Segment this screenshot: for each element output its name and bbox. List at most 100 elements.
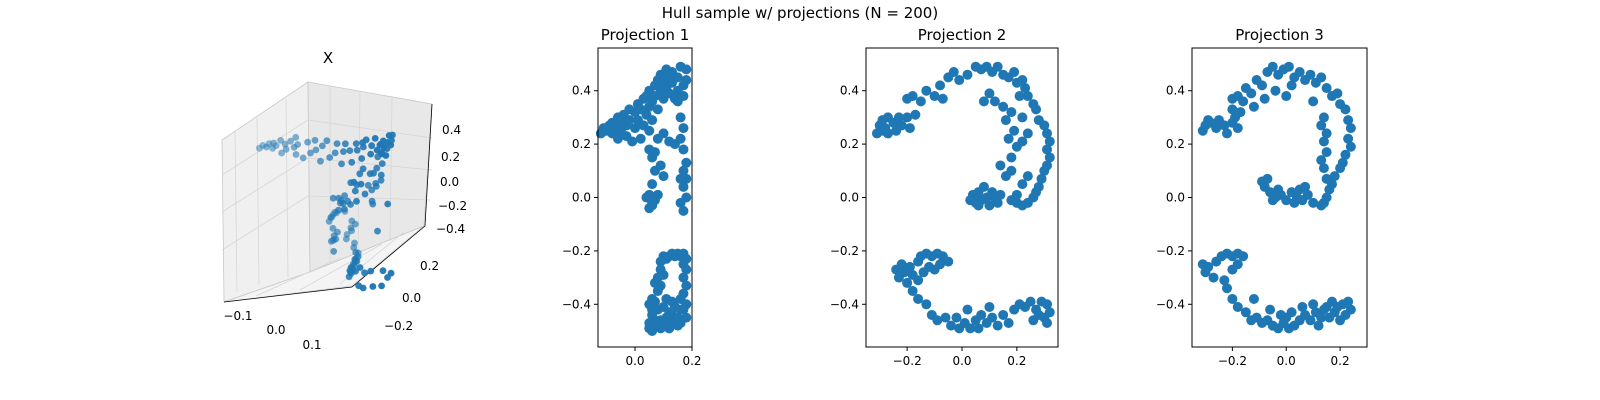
data-point	[331, 149, 339, 157]
data-point	[987, 312, 998, 323]
y-tick-label: 0.4	[840, 84, 859, 98]
data-point	[347, 264, 355, 271]
data-point	[337, 197, 345, 205]
data-point	[1000, 171, 1011, 182]
data-point	[946, 320, 957, 331]
data-point	[992, 197, 1003, 208]
data-point	[317, 157, 324, 165]
data-point	[369, 283, 377, 290]
data-point	[1257, 80, 1267, 91]
data-point	[1248, 293, 1259, 304]
data-point	[347, 201, 354, 208]
data-point	[896, 120, 907, 131]
data-point	[1028, 315, 1039, 326]
x-tick-label: 0.2	[1331, 354, 1350, 368]
data-point	[1343, 115, 1354, 126]
data-point	[323, 137, 331, 145]
data-point	[367, 267, 375, 275]
data-point	[664, 307, 675, 318]
data-point	[1294, 67, 1305, 78]
data-point	[681, 75, 692, 86]
data-point	[1039, 120, 1050, 131]
y-axis-line	[351, 225, 426, 288]
grid-line	[285, 98, 289, 278]
data-point	[893, 112, 904, 123]
data-point	[304, 138, 312, 146]
data-point	[1297, 301, 1308, 312]
data-point	[921, 299, 932, 310]
data-point	[299, 154, 307, 162]
x-tick-label: −0.2	[1218, 354, 1247, 368]
data-point	[1000, 115, 1011, 126]
data-point	[384, 200, 392, 208]
data-point	[918, 267, 929, 278]
data-point	[1305, 315, 1316, 326]
data-point	[965, 195, 976, 206]
data-point	[681, 280, 692, 291]
data-point	[1009, 125, 1020, 136]
data-point	[1345, 123, 1356, 134]
data-point	[940, 312, 951, 323]
data-point	[998, 309, 1009, 320]
data-point	[992, 61, 1003, 72]
y-tick-label: 0.0	[402, 291, 421, 305]
data-point	[1267, 195, 1278, 206]
data-point	[1259, 93, 1270, 104]
grid-line	[389, 96, 393, 242]
data-point	[984, 301, 995, 312]
projection-3-panel: Projection 3 −0.2 0.0 0.2 −0.4 −0.2 0.0 0.2 0.4	[1156, 26, 1368, 368]
data-point	[340, 148, 347, 156]
figure-title: Hull sample w/ projections (N = 200)	[661, 4, 939, 22]
data-point	[359, 143, 367, 151]
data-point	[910, 109, 921, 120]
y-tick-label: 0.0	[840, 191, 859, 205]
data-point	[1227, 293, 1238, 304]
data-point	[362, 136, 370, 144]
data-point	[954, 75, 965, 86]
y-tick-label: 0.2	[572, 137, 591, 151]
data-point	[1281, 91, 1292, 102]
data-point	[644, 125, 655, 136]
data-point	[1232, 301, 1243, 312]
x-tick-label: 0.0	[1277, 354, 1296, 368]
data-point	[1042, 299, 1053, 310]
data-point	[1262, 173, 1273, 184]
data-point	[378, 160, 386, 168]
data-point	[1265, 304, 1276, 315]
y-tick-label: −0.2	[1156, 244, 1185, 258]
data-point	[624, 115, 635, 126]
data-point	[647, 152, 658, 163]
data-point	[1227, 104, 1238, 115]
data-point	[347, 179, 355, 187]
data-point	[348, 227, 355, 235]
data-point	[678, 272, 689, 283]
y-tick-label: −0.2	[562, 244, 591, 258]
data-point	[935, 80, 946, 91]
data-point	[379, 267, 387, 275]
data-point	[1286, 187, 1297, 198]
grid-line	[307, 195, 431, 201]
data-point	[630, 123, 641, 134]
data-point	[647, 325, 658, 336]
projection-3-title: Projection 3	[1235, 26, 1323, 44]
data-point	[352, 267, 359, 275]
data-point	[333, 140, 341, 148]
data-point	[318, 142, 326, 150]
data-point	[376, 141, 384, 149]
data-point	[352, 140, 360, 148]
z-axis-line	[424, 103, 433, 227]
data-point	[1238, 251, 1249, 262]
data-point	[678, 144, 689, 155]
data-point	[329, 224, 337, 232]
data-point	[1042, 128, 1053, 139]
panel-3d: X −0.1 0.0 0.1 −0.2 0.0 0.2 −0.4 −0.2 0.0 0.2 0.4	[221, 49, 467, 352]
data-point	[255, 144, 263, 152]
data-point	[658, 128, 669, 139]
data-point	[1022, 171, 1033, 182]
data-point	[984, 200, 995, 211]
data-point	[965, 323, 976, 334]
data-point	[1232, 123, 1243, 134]
y-tick-label: 0.4	[572, 84, 591, 98]
